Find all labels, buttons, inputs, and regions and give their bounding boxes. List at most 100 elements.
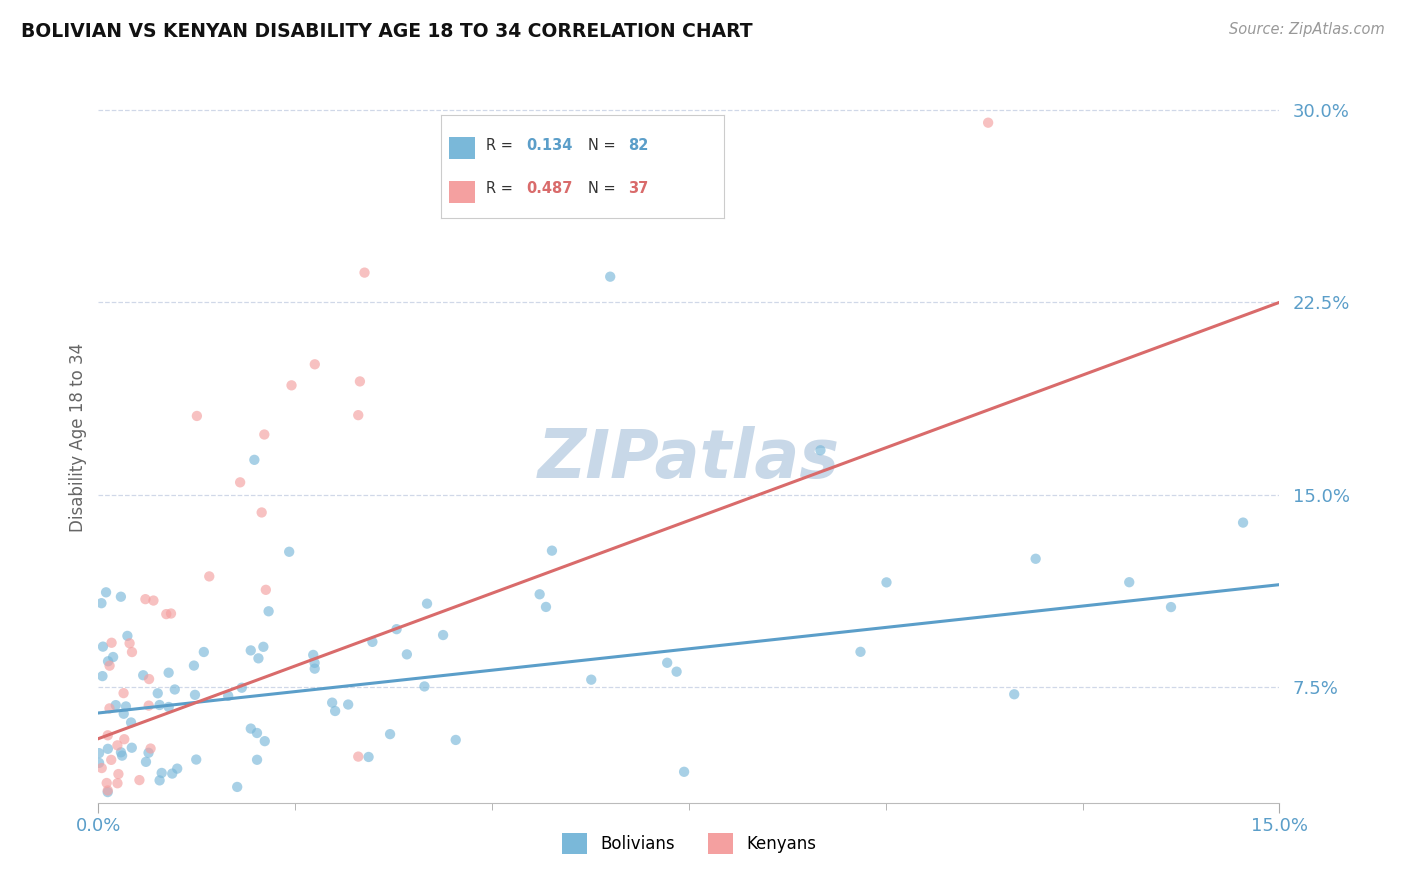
Point bbox=[160, 607, 183, 621]
Text: ZIPatlas: ZIPatlas bbox=[538, 426, 839, 492]
Point bbox=[97, 785, 120, 799]
Point bbox=[246, 726, 269, 740]
Point bbox=[529, 587, 551, 601]
Point bbox=[97, 783, 120, 797]
Point bbox=[150, 766, 173, 780]
Point bbox=[347, 408, 370, 422]
Point bbox=[112, 686, 135, 700]
Point bbox=[94, 585, 117, 599]
Point bbox=[253, 427, 276, 442]
Point bbox=[231, 681, 253, 695]
Point bbox=[112, 706, 135, 721]
Point bbox=[534, 599, 557, 614]
Point bbox=[146, 686, 169, 700]
Point bbox=[157, 700, 180, 714]
Point bbox=[599, 269, 621, 284]
Point bbox=[193, 645, 215, 659]
Point bbox=[239, 643, 262, 657]
Point bbox=[183, 658, 205, 673]
Point bbox=[849, 645, 872, 659]
Point bbox=[280, 378, 302, 392]
Point bbox=[977, 116, 1000, 130]
Point bbox=[110, 745, 132, 759]
Point bbox=[97, 728, 120, 742]
Point bbox=[416, 597, 439, 611]
Point bbox=[138, 672, 160, 686]
Point bbox=[149, 773, 172, 788]
Point bbox=[378, 727, 401, 741]
Point bbox=[246, 753, 269, 767]
Point bbox=[121, 645, 143, 659]
Point bbox=[107, 767, 129, 781]
Point bbox=[155, 607, 177, 621]
Point bbox=[134, 592, 156, 607]
Point bbox=[657, 656, 679, 670]
Point bbox=[1118, 575, 1140, 590]
Point bbox=[395, 648, 418, 662]
Point bbox=[89, 811, 111, 825]
Point bbox=[1002, 687, 1025, 701]
Point bbox=[541, 543, 564, 558]
Point bbox=[115, 699, 138, 714]
Point bbox=[90, 596, 112, 610]
Point bbox=[160, 766, 183, 780]
Point bbox=[252, 640, 274, 654]
Point bbox=[321, 696, 343, 710]
Point bbox=[810, 443, 832, 458]
Point bbox=[163, 869, 186, 883]
Point bbox=[128, 773, 150, 788]
Point bbox=[157, 665, 180, 680]
Point bbox=[673, 764, 696, 779]
Point bbox=[357, 750, 380, 764]
Point bbox=[117, 629, 139, 643]
Point bbox=[97, 654, 120, 668]
Point bbox=[361, 635, 384, 649]
Point bbox=[138, 746, 160, 760]
Point bbox=[337, 842, 360, 856]
Point bbox=[217, 689, 239, 703]
Point bbox=[186, 409, 208, 423]
Point bbox=[186, 753, 208, 767]
Point bbox=[226, 780, 249, 794]
Point bbox=[323, 704, 346, 718]
Point bbox=[581, 673, 603, 687]
Point bbox=[105, 739, 128, 753]
Point bbox=[876, 575, 898, 590]
Text: BOLIVIAN VS KENYAN DISABILITY AGE 18 TO 34 CORRELATION CHART: BOLIVIAN VS KENYAN DISABILITY AGE 18 TO … bbox=[21, 22, 752, 41]
Point bbox=[87, 756, 110, 770]
Y-axis label: Disability Age 18 to 34: Disability Age 18 to 34 bbox=[69, 343, 87, 532]
Point bbox=[229, 475, 252, 490]
Point bbox=[278, 545, 301, 559]
Point bbox=[347, 749, 370, 764]
Legend: Bolivians, Kenyans: Bolivians, Kenyans bbox=[555, 827, 823, 860]
Point bbox=[87, 746, 110, 760]
Point bbox=[110, 590, 132, 604]
Text: Source: ZipAtlas.com: Source: ZipAtlas.com bbox=[1229, 22, 1385, 37]
Point bbox=[304, 357, 326, 371]
Point bbox=[101, 650, 124, 665]
Point bbox=[353, 266, 375, 280]
Point bbox=[148, 698, 170, 712]
Point bbox=[444, 733, 467, 747]
Point bbox=[257, 604, 280, 618]
Point bbox=[247, 651, 270, 665]
Point bbox=[253, 734, 276, 748]
Point bbox=[96, 776, 118, 790]
Point bbox=[349, 375, 371, 389]
Point bbox=[163, 682, 186, 697]
Point bbox=[239, 722, 262, 736]
Point bbox=[198, 569, 221, 583]
Point bbox=[1025, 551, 1047, 566]
Point bbox=[132, 668, 155, 682]
Point bbox=[152, 854, 174, 868]
Point bbox=[97, 741, 120, 756]
Point bbox=[337, 698, 360, 712]
Point bbox=[98, 701, 121, 715]
Point bbox=[90, 761, 112, 775]
Point bbox=[139, 741, 162, 756]
Point bbox=[118, 636, 141, 650]
Point bbox=[121, 740, 143, 755]
Point bbox=[254, 582, 277, 597]
Point bbox=[385, 622, 408, 636]
Point bbox=[91, 640, 114, 654]
